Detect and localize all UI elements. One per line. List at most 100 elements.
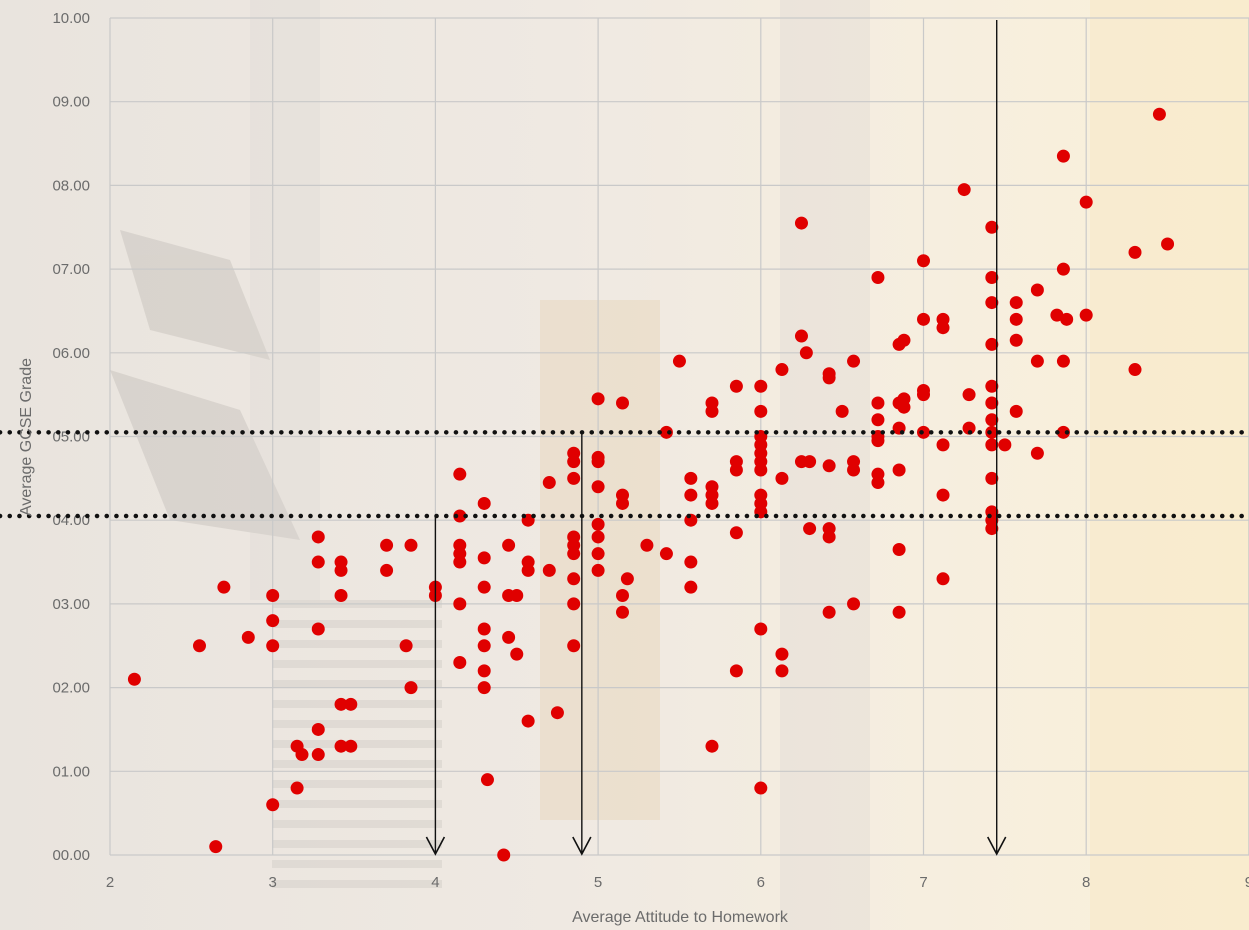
- data-point: [917, 254, 930, 268]
- data-point: [822, 605, 836, 619]
- data-point: [453, 555, 467, 569]
- data-point: [936, 572, 950, 586]
- data-point: [399, 639, 413, 653]
- data-point: [754, 379, 768, 393]
- data-point: [477, 496, 491, 510]
- data-point: [311, 530, 325, 544]
- data-point: [510, 589, 524, 603]
- x-tick-labels: 2 3 4 5 6 7 8 9: [106, 874, 1249, 891]
- data-point: [684, 488, 698, 502]
- data-point: [1056, 149, 1070, 163]
- x-axis-title: Average Attitude to Homework: [572, 909, 789, 926]
- data-point: [1056, 425, 1070, 439]
- data-point: [344, 739, 358, 753]
- data-point: [892, 463, 906, 477]
- data-point: [616, 589, 630, 603]
- data-point: [835, 404, 849, 418]
- data-point: [1009, 296, 1023, 310]
- data-point: [616, 496, 630, 510]
- data-point: [1128, 245, 1142, 259]
- data-point: [404, 681, 418, 695]
- data-point: [962, 421, 976, 435]
- data-points: [127, 107, 1175, 862]
- data-point: [1030, 283, 1044, 297]
- data-point: [290, 781, 304, 795]
- data-point: [936, 488, 950, 502]
- data-point: [453, 655, 467, 669]
- data-point: [591, 530, 605, 544]
- data-point: [510, 647, 524, 661]
- data-point: [640, 538, 654, 552]
- data-point: [1050, 308, 1064, 322]
- data-point: [985, 413, 999, 427]
- data-point: [799, 346, 813, 360]
- data-point: [453, 597, 467, 611]
- y-tick-label: 09.00: [52, 94, 90, 111]
- data-point: [936, 321, 950, 335]
- y-axis-title: Average GCSE Grade: [18, 358, 35, 516]
- data-point: [567, 639, 581, 653]
- data-point: [985, 337, 999, 351]
- data-point: [659, 547, 673, 561]
- data-point: [871, 434, 885, 448]
- data-point: [684, 580, 698, 594]
- x-tick-label: 5: [594, 874, 602, 891]
- data-point: [502, 538, 516, 552]
- data-point: [192, 639, 206, 653]
- data-point: [209, 840, 223, 854]
- data-point: [822, 530, 836, 544]
- x-tick-label: 4: [431, 874, 439, 891]
- y-tick-labels: 00.00 01.00 02.00 03.00 04.00 05.00 06.00 07.00…: [52, 10, 90, 864]
- y-tick-label: 08.00: [52, 177, 90, 194]
- data-point: [729, 463, 743, 477]
- data-point: [217, 580, 231, 594]
- y-tick-label: 10.00: [52, 10, 90, 27]
- data-point: [1128, 363, 1142, 377]
- data-point: [591, 392, 605, 406]
- data-point: [311, 622, 325, 636]
- data-point: [1060, 312, 1074, 326]
- data-point: [754, 781, 768, 795]
- data-point: [311, 722, 325, 736]
- data-point: [334, 739, 348, 753]
- data-point: [729, 379, 743, 393]
- data-point: [477, 622, 491, 636]
- data-point: [477, 551, 491, 565]
- x-tick-label: 6: [757, 874, 765, 891]
- arrow-head: [572, 836, 592, 856]
- data-point: [1079, 195, 1093, 209]
- data-point: [334, 563, 348, 577]
- data-point: [847, 354, 861, 368]
- data-point: [616, 396, 630, 410]
- data-point: [822, 371, 836, 385]
- data-point: [477, 639, 491, 653]
- data-point: [822, 459, 836, 473]
- data-point: [803, 522, 817, 536]
- data-point: [962, 388, 976, 402]
- data-point: [659, 425, 673, 439]
- data-point: [754, 622, 768, 636]
- arrow-head: [987, 836, 1007, 856]
- grid-lines: [109, 17, 1249, 856]
- data-point: [847, 463, 861, 477]
- x-tick-label: 9: [1245, 874, 1249, 891]
- data-point: [705, 739, 719, 753]
- data-point: [404, 538, 418, 552]
- data-point: [1009, 404, 1023, 418]
- data-point: [847, 597, 861, 611]
- x-tick-label: 2: [106, 874, 114, 891]
- data-point: [266, 798, 280, 812]
- data-point: [794, 329, 808, 343]
- data-point: [985, 296, 999, 310]
- data-point: [311, 555, 325, 569]
- data-point: [775, 363, 789, 377]
- data-point: [344, 697, 358, 711]
- data-point: [1161, 237, 1175, 251]
- data-point: [897, 400, 911, 414]
- data-point: [998, 438, 1012, 452]
- data-point: [684, 555, 698, 569]
- data-point: [550, 706, 564, 720]
- data-point: [502, 630, 516, 644]
- data-point: [477, 681, 491, 695]
